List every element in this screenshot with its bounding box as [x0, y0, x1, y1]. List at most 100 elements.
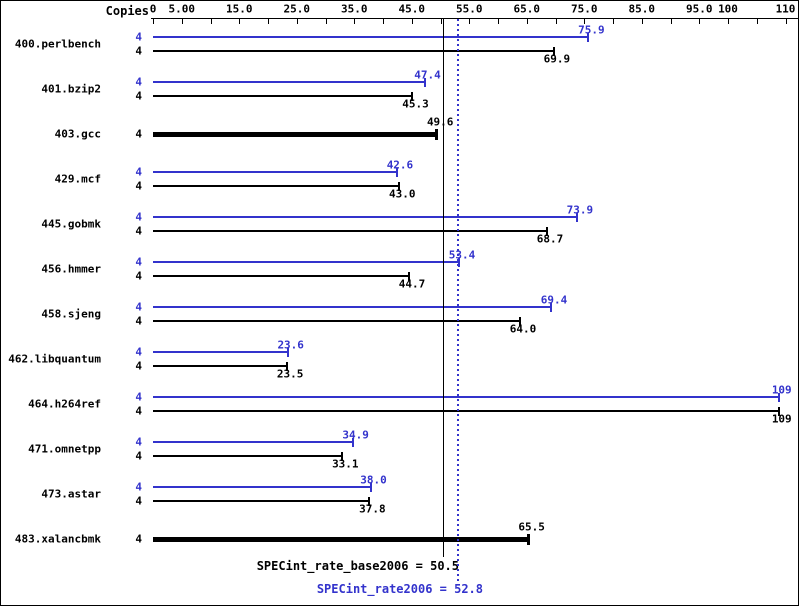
copies-value: 4: [135, 165, 142, 179]
base-reference-line: [443, 19, 445, 557]
x-axis-tick-label: 85.0: [628, 2, 656, 16]
bar-end-cap: [351, 437, 354, 447]
base-bar-thick: [153, 128, 439, 140]
x-axis-tick-label: 35.0: [341, 2, 368, 16]
base-value-label: 45.3: [402, 97, 429, 111]
benchmark-label: 462.libquantum: [8, 352, 101, 366]
x-axis-tick-label: 75.0: [571, 2, 598, 16]
bar-end-cap: [341, 451, 344, 461]
x-axis-tick: [296, 19, 298, 24]
base-bar: [153, 316, 521, 326]
bar-end-cap: [777, 406, 780, 416]
peak-bar: [153, 167, 398, 177]
copies-value: 4: [135, 480, 142, 494]
x-axis-tick: [785, 19, 787, 24]
benchmark-label: 473.astar: [41, 487, 101, 501]
benchmark-label: 429.mcf: [54, 172, 101, 186]
x-axis-line: [151, 18, 798, 19]
bar-end-cap: [519, 316, 521, 326]
bar-end-cap: [552, 46, 555, 56]
x-axis-tick: [354, 19, 356, 24]
copies-value: 4: [135, 179, 142, 193]
x-axis-tick-label: 95.0: [686, 2, 713, 16]
x-axis-tick: [699, 19, 701, 24]
base-value-label: 65.5: [518, 520, 545, 534]
peak-value-label: 38.0: [360, 473, 387, 487]
base-bar: [153, 451, 344, 461]
bar-end-cap: [458, 257, 461, 267]
base-bar: [153, 271, 411, 281]
x-axis-tick: [411, 19, 413, 24]
base-value-label: 68.7: [536, 232, 564, 246]
bar-end-cap: [435, 128, 439, 140]
x-axis-tick-label: 0: [149, 2, 157, 16]
x-axis-tick-label: 65.0: [513, 2, 541, 16]
bar-end-cap: [286, 361, 289, 371]
copies-value: 4: [135, 255, 142, 269]
base-bar: [153, 496, 371, 506]
peak-value-label: 75.9: [578, 23, 605, 37]
base-bar: [153, 181, 401, 191]
base-value-label: 33.1: [332, 457, 359, 471]
bar-end-cap: [550, 302, 553, 312]
peak-bar: [153, 482, 372, 492]
benchmark-label: 400.perlbench: [14, 37, 101, 51]
x-axis-tick-label: 15.0: [226, 2, 253, 16]
copies-value: 4: [135, 345, 142, 359]
x-axis-tick: [153, 19, 154, 24]
bar-end-cap: [368, 496, 371, 506]
bar-end-cap: [587, 32, 590, 42]
peak-bar: [153, 212, 578, 222]
bar-end-cap: [398, 181, 401, 191]
copies-value: 4: [135, 404, 142, 418]
copies-value: 4: [135, 30, 142, 44]
benchmark-label: 458.sjeng: [41, 307, 101, 321]
bar-end-cap: [369, 482, 372, 492]
copies-column-header: Copies: [105, 4, 149, 18]
peak-value-label: 53.4: [448, 248, 476, 262]
x-axis-tick-label: 5.00: [168, 2, 196, 16]
benchmark-label: 401.bzip2: [41, 82, 101, 96]
copies-value: 4: [135, 390, 142, 404]
bar-end-cap: [395, 167, 398, 177]
x-axis-tick-label: 100: [718, 2, 738, 16]
base-value-label: 43.0: [389, 187, 416, 201]
base-value-label: 64.0: [509, 322, 537, 336]
x-axis-tick: [181, 19, 183, 24]
bar-end-cap: [286, 347, 289, 357]
peak-bar: [153, 347, 289, 357]
peak-value-label: 23.6: [277, 338, 304, 352]
base-bar: [153, 406, 780, 416]
peak-value-label: 42.6: [386, 158, 414, 172]
bar-end-cap: [423, 77, 426, 87]
peak-value-label: 47.4: [414, 68, 441, 82]
base-bar: [153, 46, 555, 56]
peak-bar: [153, 437, 354, 447]
copies-value: 4: [135, 532, 142, 546]
x-axis-tick-label: 110: [775, 2, 796, 16]
peak-mean-label: SPECint_rate2006 = 52.8: [316, 582, 483, 596]
base-value-label: 49.6: [426, 115, 454, 129]
peak-bar: [153, 257, 461, 267]
x-axis-tick: [613, 19, 614, 24]
peak-value-label: 73.9: [566, 203, 594, 217]
bar-end-cap: [777, 392, 780, 402]
benchmark-label: 456.hmmer: [41, 262, 101, 276]
x-axis-tick: [210, 19, 212, 24]
peak-value-label: 109: [771, 383, 792, 397]
benchmark-label: 445.gobmk: [41, 217, 101, 231]
x-axis-tick: [670, 19, 672, 24]
x-axis-tick: [383, 19, 384, 24]
copies-value: 4: [135, 210, 142, 224]
x-axis-tick-label: 55.0: [456, 2, 483, 16]
copies-value: 4: [135, 75, 142, 89]
base-bar: [153, 361, 289, 371]
copies-value: 4: [135, 449, 142, 463]
copies-value: 4: [135, 435, 142, 449]
copies-value: 4: [135, 224, 142, 238]
base-value-label: 69.9: [543, 52, 571, 66]
benchmark-label: 464.h264ref: [28, 397, 101, 411]
base-mean-label: SPECint_rate_base2006 = 50.5: [256, 559, 459, 573]
peak-value-label: 69.4: [540, 293, 568, 307]
x-axis-tick: [728, 19, 729, 24]
